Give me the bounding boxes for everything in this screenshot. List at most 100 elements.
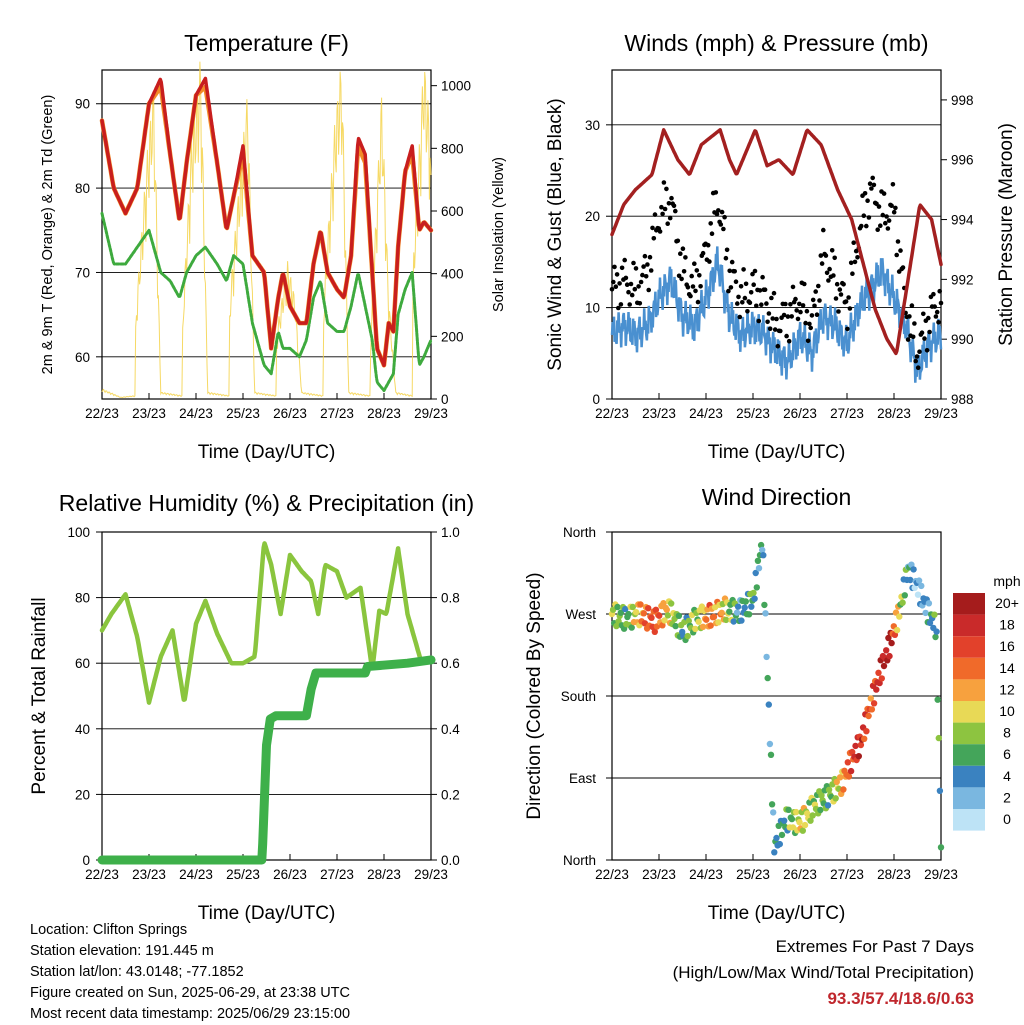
gust-point	[659, 204, 664, 210]
y-tick-label: 90	[75, 97, 90, 112]
gust-point	[886, 218, 892, 223]
gust-point	[793, 296, 798, 302]
direction-point	[880, 662, 888, 670]
gust-point	[681, 269, 687, 274]
gust-point	[756, 318, 762, 324]
gust-point	[640, 272, 645, 278]
gust-point	[762, 287, 768, 293]
direction-point	[870, 700, 878, 707]
direction-point	[824, 802, 832, 809]
gust-point	[736, 294, 741, 300]
direction-point	[847, 767, 855, 775]
gust-point	[698, 284, 703, 289]
direction-point	[759, 546, 766, 554]
gust-point	[692, 261, 697, 267]
direction-point	[726, 608, 733, 615]
direction-point	[766, 740, 774, 748]
gust-point	[884, 214, 889, 219]
gust-point	[751, 282, 756, 288]
legend-swatch	[953, 657, 985, 680]
gust-point	[693, 288, 698, 294]
y-right-tick-label: 0.6	[441, 656, 460, 671]
direction-point	[703, 616, 710, 623]
gust-point	[867, 181, 873, 186]
direction-point	[836, 774, 844, 781]
plot-frame	[101, 69, 432, 400]
gust-point	[937, 288, 942, 294]
direction-point	[628, 624, 635, 631]
legend-swatch	[953, 614, 985, 637]
gust-point	[662, 206, 668, 212]
gust-point	[805, 338, 811, 344]
series-total-precipitation	[97, 655, 436, 865]
y-right-tick-label: 988	[951, 392, 974, 407]
y-tick-label: 10	[585, 301, 600, 316]
y-axis-label: Direction (Colored By Speed)	[524, 572, 545, 819]
gust-point	[845, 326, 850, 332]
direction-point	[695, 618, 702, 625]
series-solar-insolation	[101, 61, 432, 399]
gust-point	[838, 292, 844, 297]
gust-point	[747, 300, 753, 306]
direction-point	[750, 589, 757, 597]
gust-point	[803, 320, 808, 326]
x-tick-label: 26/23	[273, 406, 307, 421]
gust-point	[938, 300, 944, 306]
legend-label: 2	[1003, 789, 1011, 805]
legend-swatch	[953, 722, 985, 745]
direction-point	[934, 696, 941, 703]
gust-point	[871, 182, 877, 188]
y-right-tick-label: 998	[951, 93, 974, 108]
gust-point	[798, 309, 803, 315]
y-right-tick-label: 200	[441, 329, 464, 344]
direction-point	[855, 753, 862, 760]
direction-point	[730, 618, 737, 625]
x-tick-label: 24/23	[689, 867, 723, 882]
direction-point	[664, 612, 672, 619]
gust-point	[727, 268, 732, 274]
x-tick-label: 23/23	[132, 406, 166, 421]
direction-point	[801, 821, 809, 829]
direction-point	[718, 609, 725, 616]
x-tick-label: 25/23	[736, 867, 770, 882]
direction-point	[770, 809, 777, 816]
gust-point	[848, 260, 854, 266]
direction-point	[865, 712, 872, 720]
direction-point	[656, 612, 663, 619]
gust-point	[671, 203, 677, 209]
direction-point	[752, 569, 759, 577]
gust-point	[778, 328, 783, 334]
x-tick-label: 26/23	[783, 867, 817, 882]
y-right-tick-label: 0.2	[441, 787, 460, 802]
gust-point	[695, 299, 701, 305]
direction-point	[763, 653, 770, 661]
direction-point	[868, 706, 876, 713]
y-right-tick-label: 400	[441, 267, 464, 282]
gust-point	[921, 311, 926, 317]
legend-swatch	[953, 593, 985, 615]
gust-point	[832, 255, 837, 261]
direction-point	[857, 741, 865, 749]
direction-point	[899, 599, 906, 606]
gust-point	[909, 303, 915, 308]
gust-point	[775, 343, 781, 349]
gust-point	[788, 302, 793, 307]
gust-point	[629, 292, 635, 298]
direction-point	[818, 792, 825, 799]
elevation-text: Station elevation: 191.445 m	[30, 943, 214, 959]
gust-point	[726, 288, 731, 294]
gust-point	[735, 301, 740, 306]
location-text: Location: Clifton Springs	[30, 922, 188, 938]
gust-point	[914, 354, 920, 359]
direction-point	[849, 748, 856, 756]
gust-point	[652, 212, 658, 217]
gust-point	[912, 321, 917, 326]
gust-point	[769, 295, 774, 301]
gust-point	[890, 182, 896, 187]
gust-point	[770, 316, 775, 321]
x-tick-label: 27/23	[320, 867, 354, 882]
direction-point	[863, 728, 870, 735]
gust-point	[612, 264, 617, 270]
gust-point	[936, 320, 941, 325]
